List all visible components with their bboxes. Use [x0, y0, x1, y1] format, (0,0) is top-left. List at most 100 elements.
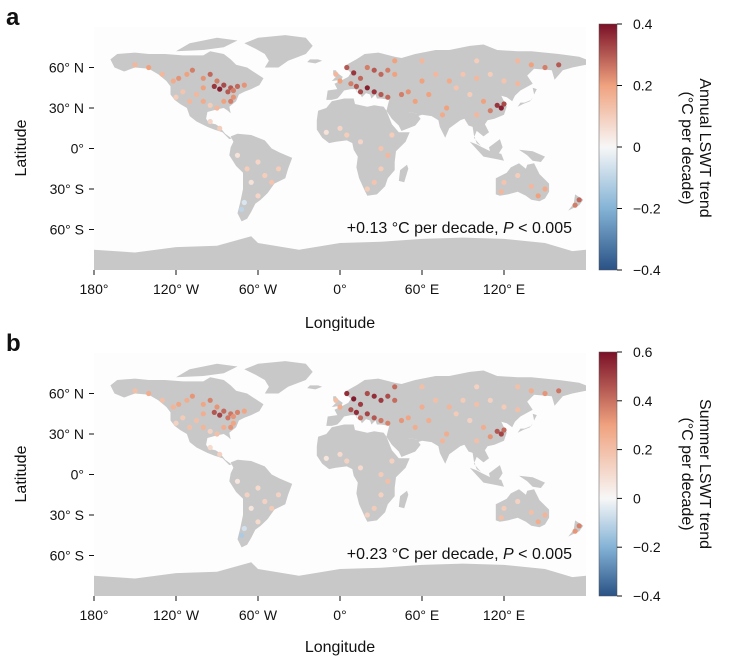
land-north-america: [110, 377, 264, 466]
lake-point: [556, 388, 562, 394]
colorbar: [598, 23, 618, 271]
land-masses: [94, 35, 586, 270]
lake-point: [474, 401, 480, 407]
panel-a: a +0.13 °C per decade, P < 0.005 180° 120…: [6, 4, 713, 331]
x-tick-label: 60° W: [239, 607, 278, 623]
colorbar: [598, 351, 618, 597]
land-japan: [517, 413, 537, 433]
lake-point: [357, 139, 364, 145]
lake-point: [364, 85, 370, 91]
lake-point: [405, 415, 411, 421]
lake-point: [207, 428, 213, 434]
colorbar-label-line1: Annual LSWT trend: [696, 78, 713, 217]
lake-point: [225, 89, 231, 95]
lake-point: [528, 183, 534, 189]
x-tick-label: 60° E: [405, 281, 439, 297]
y-tick-label: 60° N: [49, 60, 84, 76]
lake-point: [528, 509, 534, 515]
lake-point: [515, 498, 521, 505]
lake-point: [184, 397, 190, 403]
lake-point: [357, 465, 364, 471]
lake-point: [323, 455, 329, 461]
lake-point: [405, 89, 411, 95]
lake-points: [132, 58, 582, 212]
y-axis-label: Latitude: [13, 119, 30, 176]
lake-point: [426, 417, 432, 424]
lake-point: [275, 166, 282, 172]
land-greenland: [244, 35, 313, 68]
lake-point: [159, 397, 165, 403]
x-tick-label: 120° E: [483, 607, 525, 623]
lake-point: [494, 102, 500, 108]
land-eurasia: [326, 44, 586, 146]
lake-point: [364, 64, 370, 71]
lake-point: [357, 415, 364, 421]
lake-point: [351, 396, 357, 402]
lake-point: [515, 172, 521, 179]
lake-point: [146, 390, 152, 397]
lake-point: [515, 81, 521, 87]
lake-point: [193, 91, 200, 98]
y-tick-label: 0°: [71, 467, 84, 483]
lake-point: [487, 71, 493, 77]
lake-point: [228, 424, 234, 430]
lake-point: [385, 478, 391, 484]
y-tick-label: 30° S: [50, 181, 84, 197]
colorbar-tick-label: −0.4: [633, 588, 661, 604]
land-borneo: [489, 139, 503, 154]
colorbar-tick-label: 0.4: [633, 16, 653, 32]
p-threshold: < 0.005: [514, 220, 572, 237]
lake-point: [385, 67, 391, 73]
colorbar-label-line2: (°C per decade): [678, 91, 695, 204]
lake-point: [364, 411, 370, 417]
x-tick-label: 60° E: [405, 607, 439, 623]
land-australia: [495, 489, 550, 528]
lake-point: [239, 532, 245, 538]
lake-point: [501, 78, 507, 84]
lake-point: [211, 83, 217, 89]
lake-point: [576, 523, 582, 529]
lake-point: [248, 505, 254, 511]
lake-point: [357, 89, 364, 95]
p-symbol: P: [503, 220, 514, 237]
colorbar-label-line2: (°C per decade): [678, 417, 695, 530]
lake-point: [460, 397, 466, 403]
lake-point: [453, 411, 459, 417]
lake-point: [275, 492, 282, 498]
lake-point: [230, 413, 236, 420]
lake-point: [474, 58, 480, 64]
lake-point: [189, 393, 195, 399]
lake-point: [474, 75, 480, 81]
lake-point: [193, 417, 200, 424]
lake-point: [385, 420, 391, 426]
colorbar-tick-label: −0.4: [633, 262, 661, 278]
y-tick-label: 30° N: [49, 100, 84, 116]
colorbar-ticks: 0.4 0.2 0 −0.2 −0.4: [617, 16, 661, 278]
lake-point: [419, 58, 425, 64]
lake-point: [480, 98, 487, 104]
lake-point: [392, 384, 398, 390]
lake-point: [389, 458, 395, 464]
lake-point: [515, 384, 521, 390]
lake-point: [556, 62, 562, 68]
lake-point: [323, 129, 329, 135]
lake-point: [467, 417, 473, 424]
lake-point: [419, 78, 425, 84]
lake-point: [241, 408, 247, 414]
colorbar-label-line1: Summer LSWT trend: [696, 399, 713, 549]
lake-point: [255, 193, 261, 199]
land-new-guinea: [519, 475, 545, 488]
lake-point: [572, 528, 578, 534]
lake-point: [200, 98, 206, 104]
lake-point: [535, 519, 541, 525]
y-axis-label: Latitude: [13, 445, 30, 502]
land-indonesia: [469, 467, 504, 487]
lake-point: [378, 166, 384, 172]
lake-point: [221, 424, 227, 430]
lake-point: [378, 91, 384, 98]
lake-point: [453, 85, 459, 91]
land-north-america: [110, 51, 264, 140]
lake-point: [487, 108, 493, 114]
lake-point: [344, 132, 350, 138]
lake-point: [515, 407, 521, 413]
